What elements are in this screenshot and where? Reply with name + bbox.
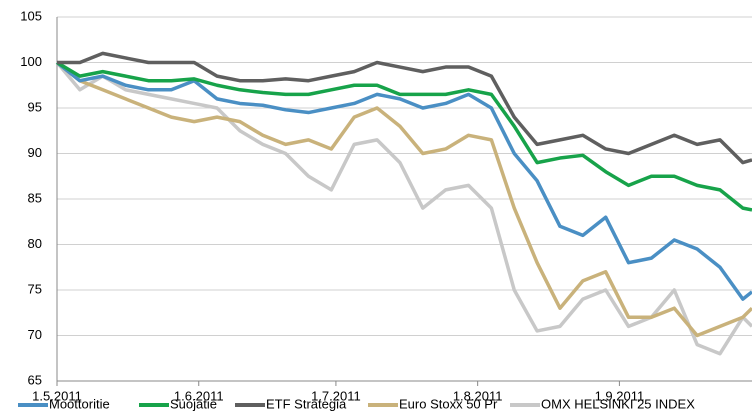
y-tick-label: 85 [28, 190, 42, 205]
legend-label: Suojatie [170, 396, 217, 411]
x-tick-label: 1.8.2011 [453, 388, 503, 403]
series-line [57, 51, 752, 165]
series-line [56, 60, 752, 212]
legend-label: ETF Strategia [266, 396, 347, 411]
series-line [55, 61, 752, 301]
y-tick-label: 90 [28, 145, 42, 160]
x-tick-label: 1.7.2011 [311, 388, 361, 403]
series-line [55, 61, 752, 338]
x-tick-label: 1.9.2011 [595, 388, 645, 403]
y-tick-label: 95 [28, 99, 42, 114]
legend-label: OMX HELSINKI 25 INDEX [541, 396, 695, 411]
y-tick-label: 80 [28, 236, 42, 251]
y-tick-label: 105 [20, 8, 42, 23]
y-tick-label: 75 [28, 281, 42, 296]
series-line [55, 61, 752, 356]
legend-label: Euro Stoxx 50 Pr [399, 396, 498, 411]
legend-label: Moottoritie [49, 396, 110, 411]
y-tick-label: 70 [28, 327, 42, 342]
x-tick-label: 1.6.2011 [174, 388, 224, 403]
x-tick-label: 1.5.2011 [32, 388, 82, 403]
y-tick-label: 65 [28, 372, 42, 387]
y-tick-label: 100 [20, 54, 42, 69]
